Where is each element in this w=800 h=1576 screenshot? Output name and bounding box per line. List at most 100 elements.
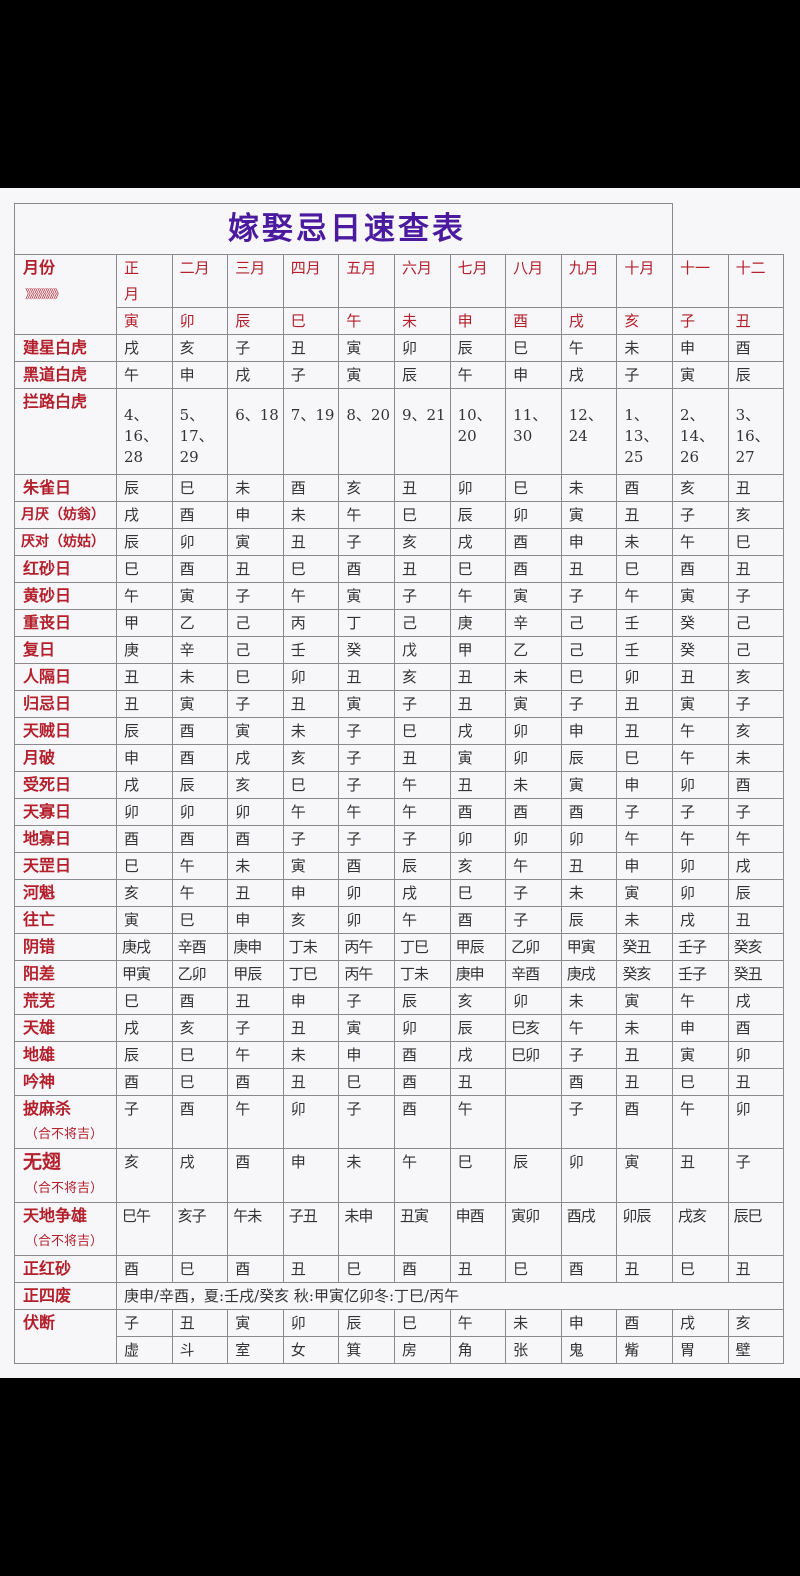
table-cell: 亥 xyxy=(338,474,395,502)
row-label: 地寡日 xyxy=(14,825,117,853)
table-cell: 戌 xyxy=(727,852,785,880)
table-cell: 子 xyxy=(338,825,395,853)
table-cell: 丑 xyxy=(449,663,507,691)
row-label-text: 正红砂 xyxy=(23,1259,72,1278)
table-cell: 寅 xyxy=(616,879,673,907)
table-cell: 丑 xyxy=(727,1255,785,1283)
table-cell: 午 xyxy=(116,361,173,389)
table-cell: 子 xyxy=(338,528,395,556)
table-cell: 丑 xyxy=(282,1068,340,1096)
table-cell: 丑 xyxy=(282,528,340,556)
row-label: 归忌日 xyxy=(14,690,117,718)
table-cell: 子丑 xyxy=(282,1202,340,1256)
table-cell: 午 xyxy=(671,987,729,1015)
table-cell: 辰 xyxy=(449,334,507,362)
table-cell: 未 xyxy=(616,906,673,934)
table-cell: 未 xyxy=(505,663,562,691)
row-label: 天寡日 xyxy=(14,798,117,826)
table-cell: 子 xyxy=(393,825,451,853)
table-cell: 子 xyxy=(727,690,785,718)
table-cell: 7、19 xyxy=(282,388,340,475)
table-cell: 辰 xyxy=(505,1148,562,1203)
table-cell: 卯 xyxy=(727,1041,785,1069)
table-cell: 亥 xyxy=(727,501,785,529)
table-cell: 子 xyxy=(560,690,618,718)
table-row: 地寡日酉酉酉子子子卯卯卯午午午 xyxy=(14,825,785,853)
row-label-text: 披麻杀 xyxy=(23,1099,72,1118)
month-header: 二月 xyxy=(171,254,229,308)
month-header: 四月 xyxy=(282,254,340,308)
table-cell: 卯 xyxy=(338,906,395,934)
table-cell: 己 xyxy=(393,609,451,637)
table-cell: 午 xyxy=(449,1095,507,1149)
branch-header: 酉 xyxy=(505,307,562,335)
table-cell: 庚戌 xyxy=(560,960,618,988)
table-cell: 卯 xyxy=(393,1014,451,1042)
table-cell: 箕 xyxy=(338,1336,395,1364)
branch-header: 卯 xyxy=(171,307,229,335)
table-cell: 丑 xyxy=(616,1255,673,1283)
zhengsifei-text: 庚申/辛酉，夏:壬戌/癸亥 秋:甲寅亿卯冬:丁巳/丙午 xyxy=(115,1282,785,1310)
row-label-text: 重丧日 xyxy=(23,613,72,632)
table-cell: 未 xyxy=(560,987,618,1015)
table-cell: 丑 xyxy=(727,1068,785,1096)
table-cell: 子 xyxy=(727,1148,785,1203)
table-row: 河魁亥午丑申卯戌巳子未寅卯辰 xyxy=(14,879,785,907)
table-cell: 酉 xyxy=(505,555,562,583)
row-label-text: 往亡 xyxy=(23,910,56,929)
table-cell: 丑 xyxy=(616,690,673,718)
table-cell xyxy=(505,1068,562,1096)
branch-header: 戌 xyxy=(560,307,618,335)
table-cell: 丑 xyxy=(227,987,284,1015)
row-label: 建星白虎 xyxy=(14,334,117,362)
table-cell: 壬子 xyxy=(671,933,729,961)
table-cell: 卯 xyxy=(505,744,562,772)
table-cell: 酉 xyxy=(449,906,507,934)
table-cell: 癸亥 xyxy=(616,960,673,988)
row-label: 月厌（妨翁） xyxy=(14,501,117,529)
table-cell: 巳 xyxy=(171,1255,229,1283)
table-cell: 甲寅 xyxy=(116,960,173,988)
table-cell: 午 xyxy=(393,798,451,826)
table-cell: 子 xyxy=(227,1014,284,1042)
table-cell: 酉 xyxy=(227,1255,284,1283)
month-header: 九月 xyxy=(560,254,618,308)
table-cell: 丁 xyxy=(338,609,395,637)
table-cell: 辰 xyxy=(560,906,618,934)
table-cell: 丑 xyxy=(282,690,340,718)
table-cell: 乙卯 xyxy=(505,933,562,961)
table-cell: 鬼 xyxy=(560,1336,618,1364)
table-cell: 未 xyxy=(282,501,340,529)
table-cell: 丑 xyxy=(282,1014,340,1042)
row-label: 天地争雄 （合不将吉） xyxy=(14,1202,117,1256)
table-cell: 张 xyxy=(505,1336,562,1364)
table-cell: 未 xyxy=(227,852,284,880)
table-cell: 亥 xyxy=(171,334,229,362)
table-cell: 卯辰 xyxy=(616,1202,673,1256)
table-cell: 未 xyxy=(616,334,673,362)
table-cell: 巳 xyxy=(171,474,229,502)
row-label: 河魁 xyxy=(14,879,117,907)
table-cell: 子 xyxy=(227,582,284,610)
branch-header: 寅 xyxy=(116,307,173,335)
table-row: 天罡日巳午未寅酉辰亥午丑申卯戌 xyxy=(14,852,785,880)
table-cell: 寅 xyxy=(338,690,395,718)
table-cell: 6、18 xyxy=(227,388,284,475)
table-cell: 午 xyxy=(393,1148,451,1203)
table-cell: 乙卯 xyxy=(171,960,229,988)
row-label-text: 拦路白虎 xyxy=(23,392,88,411)
table-cell: 戌 xyxy=(116,1014,173,1042)
table-cell: 酉 xyxy=(560,798,618,826)
table-cell: 午 xyxy=(449,361,507,389)
table-cell: 丑 xyxy=(727,906,785,934)
table-cell: 丑 xyxy=(671,1148,729,1203)
row-label-text: 月破 xyxy=(23,748,56,767)
row-label-text: 河魁 xyxy=(23,883,56,902)
table-cell: 午 xyxy=(393,906,451,934)
row-label-text: 无翅 xyxy=(23,1151,62,1173)
table-title: 嫁娶忌日速查表 xyxy=(14,203,673,255)
row-label-text: 阳差 xyxy=(23,964,56,983)
table-cell: 丁未 xyxy=(282,933,340,961)
table-cell: 辰 xyxy=(393,987,451,1015)
branch-header: 未 xyxy=(393,307,451,335)
